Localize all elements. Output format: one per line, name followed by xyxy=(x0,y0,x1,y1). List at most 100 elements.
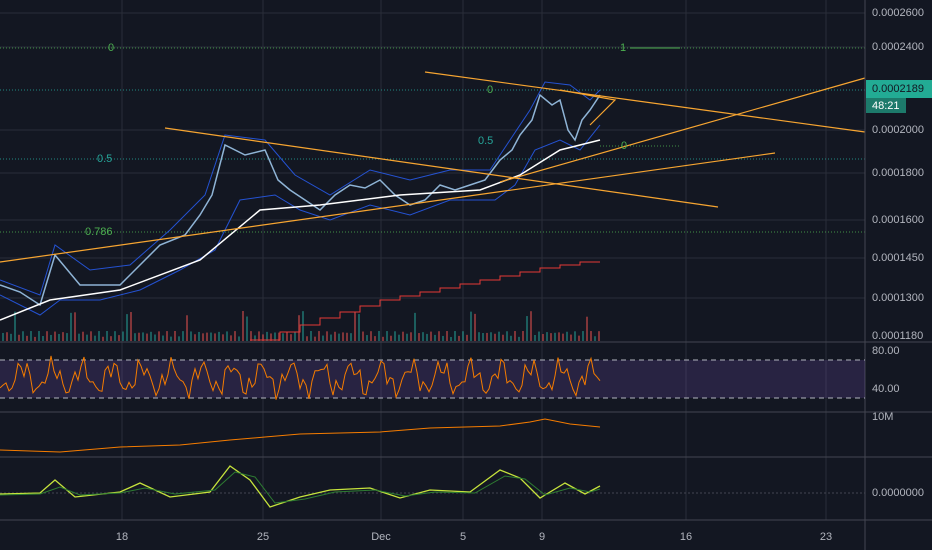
volume-bar xyxy=(350,333,352,341)
volume-bar xyxy=(518,336,520,341)
volume-bar xyxy=(526,316,528,341)
step-indicator xyxy=(250,261,600,341)
fib-label: 0.5 xyxy=(97,153,112,165)
volume-bar xyxy=(290,334,292,341)
volume-bar xyxy=(370,331,372,341)
volume-bar xyxy=(158,331,160,341)
time-label: 16 xyxy=(680,531,692,543)
time-label: 18 xyxy=(116,531,128,543)
volume-bar xyxy=(498,331,500,341)
volume-bar xyxy=(334,331,336,341)
volume-bar xyxy=(166,331,168,341)
volume-bar xyxy=(382,336,384,341)
volume-bar xyxy=(346,332,348,341)
moving-average xyxy=(0,139,601,321)
volume-bar xyxy=(506,331,508,341)
volume-bar xyxy=(50,334,52,341)
volume-bar xyxy=(322,335,324,341)
price-label: 0.0001450 xyxy=(872,252,924,264)
volume-bar xyxy=(318,331,320,341)
volume-bar xyxy=(538,331,540,341)
time-label: Dec xyxy=(371,531,391,543)
time-label: 25 xyxy=(257,531,269,543)
volume-bar xyxy=(482,332,484,341)
volume-bar xyxy=(198,331,200,341)
volume-bar xyxy=(586,316,588,341)
volume-bar xyxy=(550,333,552,341)
rsi-band xyxy=(0,360,865,398)
volume-bar xyxy=(582,331,584,341)
rsi-label: 80.00 xyxy=(872,345,900,357)
volume-bar xyxy=(590,331,592,341)
volume-bar xyxy=(594,336,596,341)
volume-bar xyxy=(326,331,328,341)
volume-bar xyxy=(242,311,244,341)
volume-bar xyxy=(150,331,152,341)
volume-bar xyxy=(310,331,312,341)
volume-bar xyxy=(178,336,180,341)
volume-bar xyxy=(42,335,44,341)
macd-label: 0.0000000 xyxy=(872,487,924,499)
fib-label: 0.786 xyxy=(85,226,113,238)
volume-bar xyxy=(126,314,128,341)
volume-bar xyxy=(570,334,572,341)
volume-bar xyxy=(486,332,488,341)
volume-bar xyxy=(70,312,72,341)
volume-bar xyxy=(490,332,492,341)
volume-bar xyxy=(282,333,284,341)
volume-bar xyxy=(30,331,32,341)
volume-bar xyxy=(82,331,84,341)
volume-bar xyxy=(470,311,472,341)
bollinger-lower xyxy=(0,124,601,316)
volume-bar xyxy=(274,332,276,341)
volume-bar xyxy=(46,331,48,341)
volume-bar xyxy=(394,331,396,341)
volume-bar xyxy=(250,331,252,341)
volume-bar xyxy=(338,333,340,341)
volume-bar xyxy=(210,332,212,341)
volume-bar xyxy=(478,332,480,341)
volume-bar xyxy=(186,315,188,341)
volume-bar xyxy=(450,336,452,341)
volume-bar xyxy=(278,332,280,341)
volume-bar xyxy=(390,335,392,341)
volume-bar xyxy=(398,334,400,341)
volume-bar xyxy=(78,333,80,341)
volume-bar xyxy=(554,332,556,341)
volume-bar xyxy=(218,331,220,341)
volume-bar xyxy=(374,336,376,341)
volume-bar xyxy=(434,334,436,341)
volume-bar xyxy=(246,316,248,341)
volume-bar xyxy=(6,332,8,341)
volume-bar xyxy=(234,331,236,341)
price-label: 0.0001180 xyxy=(872,330,923,342)
volume-bar xyxy=(494,333,496,341)
volume-bar xyxy=(98,331,100,341)
volume-bar xyxy=(578,335,580,341)
volume-bar xyxy=(270,333,272,341)
volume-bar xyxy=(546,332,548,341)
volume-bar xyxy=(386,331,388,341)
volume-bar xyxy=(366,335,368,341)
volume-bar xyxy=(414,312,416,341)
volume-bar xyxy=(542,334,544,341)
fib-label: 0 xyxy=(487,84,493,96)
volume-bar xyxy=(114,331,116,341)
volume-label: 10M xyxy=(872,411,893,423)
current-price-box xyxy=(866,80,932,98)
volume-bar xyxy=(330,334,332,341)
time-label: 9 xyxy=(539,531,545,543)
volume-bar xyxy=(26,335,28,341)
volume-bar xyxy=(170,336,172,341)
volume-bar xyxy=(102,336,104,341)
volume-bar xyxy=(142,332,144,341)
volume-bar xyxy=(474,313,476,341)
trend-line xyxy=(499,77,866,183)
volume-bar xyxy=(62,332,64,341)
volume-bar xyxy=(422,332,424,341)
volume-bar xyxy=(122,331,124,341)
volume-bar xyxy=(438,331,440,341)
volume-bar xyxy=(406,333,408,341)
